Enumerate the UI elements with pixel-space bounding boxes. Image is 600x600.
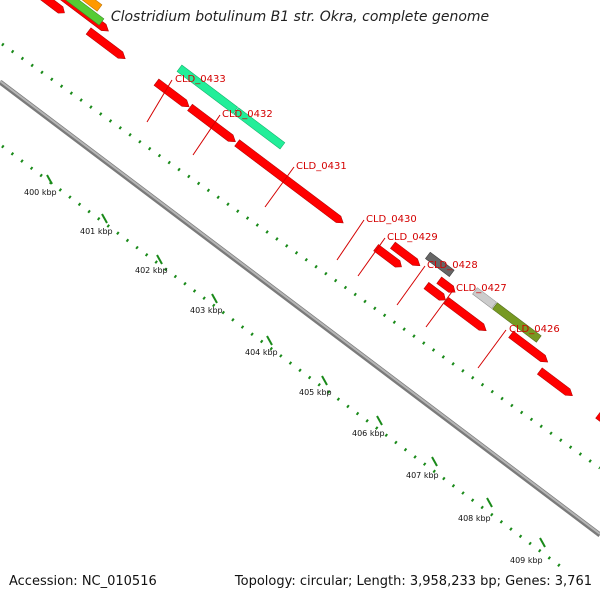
kbp-tick-mark [46,174,53,185]
kbp-label: 405 kbp [299,388,332,397]
cds-arrow[interactable] [423,282,448,303]
cds-arrow[interactable] [508,330,551,365]
gene-label[interactable]: CLD_0432 [222,109,273,120]
cog-block[interactable] [425,251,455,277]
kbp-tick-mark [376,415,383,426]
gene-label[interactable]: CLD_0427 [456,283,507,294]
gene-label[interactable]: CLD_0430 [366,214,417,225]
label-leaders [146,79,507,369]
kbp-label: 406 kbp [352,429,385,438]
kbp-tick-mark [266,335,273,346]
outer-dotted-ring [1,42,600,470]
map-title: Clostridium botulinum B1 str. Okra, comp… [110,9,490,25]
gene-label[interactable]: CLD_0426 [509,324,560,335]
kbp-label: 401 kbp [80,227,113,236]
kbp-label: 403 kbp [190,306,223,315]
gene-label[interactable]: CLD_0428 [427,260,478,271]
kbp-label: 404 kbp [245,348,278,357]
kbp-label: 408 kbp [458,514,491,523]
cog-block[interactable] [492,302,542,343]
kbp-label: 400 kbp [24,188,57,197]
kbp-tick-group [46,174,546,548]
gene-label[interactable]: CLD_0433 [175,74,226,85]
cds-arrow[interactable] [443,297,489,333]
gene-label[interactable]: CLD_0431 [296,161,347,172]
cog-block[interactable] [233,107,286,150]
kbp-tick-mark [156,254,163,265]
feature-tracks [37,0,600,471]
cog-block[interactable] [176,64,239,114]
cds-arrow[interactable] [85,27,128,62]
kbp-tick-mark [101,213,108,224]
gene-label[interactable]: CLD_0429 [387,232,438,243]
cds-arrow[interactable] [153,78,192,110]
kbp-tick-labels: 400 kbp 401 kbp 402 kbp 403 kbp 404 kbp … [24,188,543,565]
gene-labels: CLD_0433 CLD_0432 CLD_0431 CLD_0430 CLD_… [175,74,560,335]
kbp-tick-mark [321,375,328,386]
genome-stats-text: Topology: circular; Length: 3,958,233 bp… [234,574,592,589]
cds-arrow[interactable] [373,244,404,270]
kbp-label: 409 kbp [510,556,543,565]
backbone [0,80,600,537]
kbp-label: 407 kbp [406,471,439,480]
cog-block[interactable] [54,0,105,26]
kbp-tick-mark [211,293,218,304]
cog-block[interactable] [472,287,497,309]
cds-arrow[interactable] [390,241,422,269]
cds-arrow[interactable] [595,411,600,471]
kbp-tick-mark [486,497,493,508]
cds-arrow[interactable] [536,367,575,399]
kbp-label: 402 kbp [135,266,168,275]
kbp-tick-mark [539,537,546,548]
kbp-tick-mark [431,456,438,467]
accession-text: Accession: NC_010516 [9,574,157,589]
inner-dotted-ring [1,144,561,568]
cds-arrow[interactable] [234,139,346,226]
cog-block[interactable] [60,0,103,12]
cds-arrow[interactable] [37,0,67,16]
cds-arrow[interactable] [187,103,238,145]
